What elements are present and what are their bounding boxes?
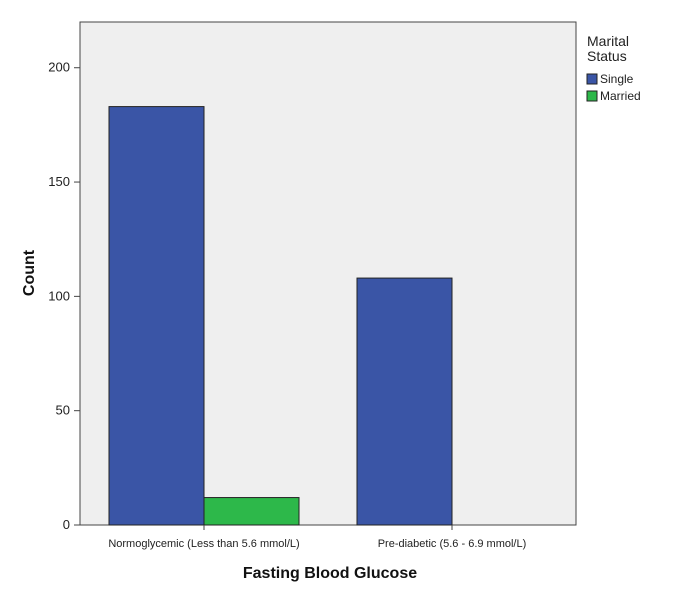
bar-single-0 [108, 106, 205, 526]
y-tick-label: 200 [48, 60, 70, 75]
y-tick-label: 150 [48, 174, 70, 189]
bars-group [108, 106, 453, 526]
legend-swatch-married [586, 90, 598, 102]
legend-title-line2: Status [587, 48, 627, 64]
y-tick-label: 100 [48, 288, 70, 303]
bar-married-0 [203, 497, 300, 526]
x-axis: Normoglycemic (Less than 5.6 mmol/L) Pre-… [108, 525, 526, 550]
legend-swatch-single [586, 73, 598, 85]
legend-label-married: Married [600, 89, 641, 103]
y-tick-label: 0 [63, 517, 70, 532]
x-axis-title: Fasting Blood Glucose [243, 565, 417, 582]
y-axis: 0 50 100 150 200 [48, 60, 80, 532]
y-axis-title: Count [21, 249, 38, 296]
bar-single-1 [356, 277, 453, 526]
legend-title-line1: Marital [587, 33, 629, 49]
x-category-label: Pre-diabetic (5.6 - 6.9 mmol/L) [378, 538, 527, 550]
x-category-label: Normoglycemic (Less than 5.6 mmol/L) [108, 538, 299, 550]
legend-label-single: Single [600, 72, 634, 86]
y-tick-label: 50 [56, 403, 70, 418]
legend: Marital Status Single Married [586, 33, 641, 103]
